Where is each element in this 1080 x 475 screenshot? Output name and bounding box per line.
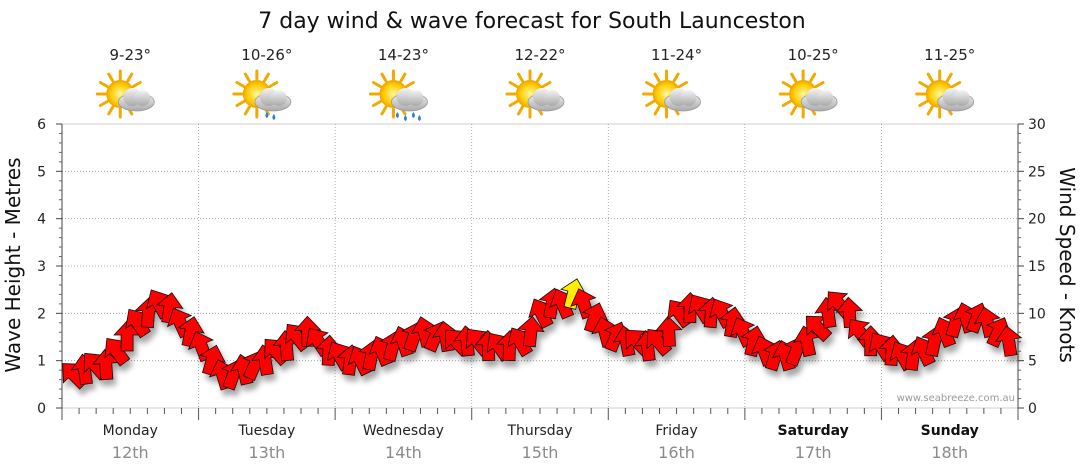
- date-label: 15th: [522, 443, 559, 462]
- y-axis-label-right: Wind Speed - Knots: [1055, 167, 1079, 363]
- day-label: Saturday: [778, 423, 849, 439]
- left-tick-label: 0: [37, 401, 46, 417]
- day-labels: Monday 12th Tuesday 13th Wednesday 14th Thursd…: [103, 423, 979, 462]
- left-tick-label: 3: [37, 259, 46, 275]
- temp-range: 10-26°: [241, 46, 292, 64]
- day-label: Wednesday: [363, 423, 444, 439]
- day-label: Thursday: [506, 423, 572, 439]
- wind-arrow: [91, 348, 120, 381]
- left-tick-label: 4: [37, 212, 46, 228]
- temp-range: 9-23°: [110, 46, 152, 64]
- grid: [61, 123, 1019, 420]
- right-tick-label: 25: [1028, 164, 1046, 180]
- right-tick-label: 15: [1028, 259, 1046, 275]
- temp-range: 11-24°: [651, 46, 702, 64]
- wind-arrow: [517, 315, 545, 348]
- partly-cloudy-icon: [915, 69, 975, 119]
- date-label: 17th: [795, 443, 832, 462]
- left-tick-label: 5: [37, 164, 46, 180]
- weather-row: 9-23° 10-26° 14-23° 12-22° 11-24° 10-25° 11-25…: [95, 46, 975, 121]
- left-axis: 0 1 2 3 4 5 6: [37, 117, 63, 417]
- partly-cloudy-icon: [505, 69, 565, 119]
- date-label: 16th: [658, 443, 695, 462]
- temp-range: 14-23°: [378, 46, 429, 64]
- chart-title: 7 day wind & wave forecast for South Lau…: [258, 9, 806, 34]
- temp-range: 11-25°: [924, 46, 975, 64]
- right-tick-label: 0: [1028, 401, 1037, 417]
- left-tick-label: 2: [37, 306, 46, 322]
- wind-arrow: [805, 315, 833, 343]
- partly-cloudy-icon: [778, 69, 838, 119]
- wind-arrow: [315, 334, 343, 366]
- date-label: 13th: [248, 443, 285, 462]
- wind-arrow: [719, 306, 747, 339]
- showers-icon: [232, 69, 292, 120]
- y-axis-label-left: Wave Height - Metres: [1, 157, 25, 372]
- wind-arrow: [104, 337, 131, 367]
- right-tick-label: 10: [1028, 306, 1046, 322]
- date-label: 12th: [112, 443, 149, 462]
- right-axis: 0 5 10 15 20 25 30: [1017, 117, 1046, 417]
- credit-text: www.seabreeze.com.au: [897, 393, 1015, 404]
- showers-icon: [368, 69, 428, 121]
- day-label: Friday: [655, 423, 697, 439]
- wind-arrow: [792, 325, 821, 358]
- partly-cloudy-icon: [95, 69, 155, 119]
- wind-arrow: [125, 308, 151, 339]
- day-label: Sunday: [921, 423, 979, 439]
- wind-arrow: [654, 315, 683, 348]
- wind-arrow: [994, 325, 1023, 357]
- right-tick-label: 5: [1028, 354, 1037, 370]
- temp-range: 10-25°: [788, 46, 839, 64]
- partly-cloudy-icon: [642, 69, 701, 119]
- wind-arrow: [740, 325, 768, 358]
- day-label: Monday: [103, 423, 158, 439]
- left-tick-label: 6: [37, 117, 46, 133]
- temp-range: 12-22°: [514, 46, 565, 64]
- wind-arrow: [856, 325, 885, 357]
- wind-arrows: [62, 278, 1023, 391]
- right-tick-label: 30: [1028, 117, 1046, 133]
- date-label: 14th: [385, 443, 422, 462]
- wind-arrow: [560, 278, 588, 310]
- day-label: Tuesday: [237, 423, 295, 439]
- right-tick-label: 20: [1028, 212, 1046, 228]
- date-label: 18th: [931, 443, 968, 462]
- left-tick-label: 1: [37, 354, 46, 370]
